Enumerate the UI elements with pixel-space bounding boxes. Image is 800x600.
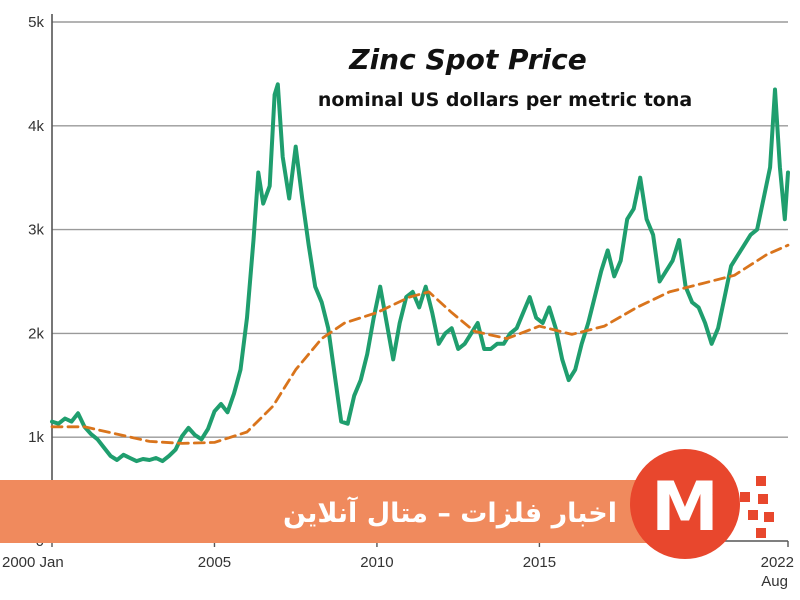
logo-square <box>740 492 750 502</box>
x-tick-label: 2000 Jan <box>2 554 64 571</box>
x-axis-tick-labels: 2000 Jan 2005 2010 2015 2022 Aug <box>2 554 794 590</box>
logo-square <box>756 476 766 486</box>
banner-text: اخبار فلزات – متال آنلاین <box>283 496 617 529</box>
grid-lines <box>52 21 788 438</box>
news-banner: اخبار فلزات – متال آنلاین <box>0 480 720 543</box>
logo-square <box>756 528 766 538</box>
series-line-dashed <box>50 243 790 445</box>
logo-pixel-squares-icon <box>740 476 774 538</box>
x-tick-label: 2005 <box>198 554 231 571</box>
series-line-zinc-price <box>50 82 790 464</box>
y-tick-label: 1k <box>28 429 44 446</box>
chart-title: Zinc Spot Price <box>348 43 586 76</box>
y-axis-tick-labels: 01k2k3k4k5k <box>28 14 44 550</box>
logo-square <box>764 512 774 522</box>
metal-online-logo: M <box>630 449 774 559</box>
chart-subtitle: nominal US dollars per metric tona <box>318 89 692 111</box>
x-tick-label: 2022 <box>761 554 794 571</box>
x-tick-sublabel: Aug <box>761 573 788 590</box>
y-tick-label: 3k <box>28 222 44 239</box>
series-lines <box>50 82 790 464</box>
logo-circle <box>630 449 740 559</box>
y-tick-label: 5k <box>28 14 44 31</box>
y-tick-label: 4k <box>28 118 44 135</box>
x-tick-label: 2010 <box>360 554 393 571</box>
banner-background <box>0 480 720 543</box>
x-tick-label: 2015 <box>523 554 556 571</box>
logo-square <box>748 510 758 520</box>
logo-square <box>758 494 768 504</box>
y-tick-label: 2k <box>28 325 44 342</box>
logo-m-icon: M <box>651 468 719 547</box>
